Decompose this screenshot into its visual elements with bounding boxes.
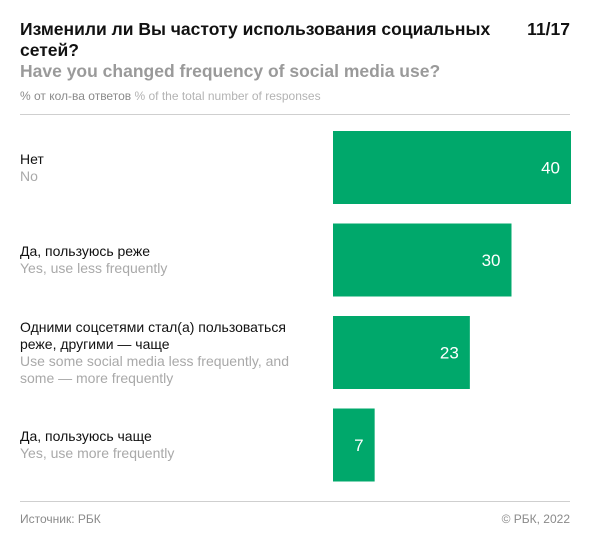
source-note: Источник: РБК (20, 512, 101, 526)
bottom-divider (20, 501, 570, 502)
category-label-en: Yes, use less frequently (20, 260, 168, 276)
category-label-ru: Да, пользуюсь реже (20, 243, 151, 259)
category-label: Да, пользуюсь чаще Yes, use more frequen… (20, 428, 320, 462)
units-note-ru: % от кол-ва ответов (20, 89, 132, 103)
category-label-ru: Одними соцсетями стал(а) пользоваться ре… (20, 318, 286, 352)
category-label-ru: Да, пользуюсь чаще (20, 428, 152, 444)
top-divider (20, 114, 570, 115)
category-label-en: No (20, 167, 38, 184)
bar (333, 223, 512, 297)
bar (333, 316, 470, 389)
copyright-note: © РБК, 2022 (501, 512, 570, 526)
category-label-ru: Нет (20, 150, 44, 167)
page-number: 11/17 (527, 19, 570, 39)
bar-value-label: 30 (482, 251, 501, 270)
category-label-en: Use some social media less frequently, a… (20, 352, 289, 386)
category-label: Нет No (20, 151, 320, 185)
chart-subtitle: Have you changed frequency of social med… (20, 61, 441, 81)
bar-value-label: 40 (541, 159, 560, 178)
bar (333, 131, 571, 204)
units-note-en: % of the total number of responses (134, 89, 321, 103)
category-label: Одними соцсетями стал(а) пользоваться ре… (20, 319, 320, 387)
units-note: % от кол-ва ответов % of the total numbe… (20, 89, 321, 103)
category-label: Да, пользуюсь реже Yes, use less frequen… (20, 243, 320, 277)
category-label-en: Yes, use more frequently (20, 445, 175, 461)
bar-value-label: 7 (354, 436, 363, 455)
bar (333, 408, 375, 482)
chart-title: Изменили ли Вы частоту использования соц… (20, 19, 491, 60)
bar-value-label: 23 (440, 344, 459, 363)
